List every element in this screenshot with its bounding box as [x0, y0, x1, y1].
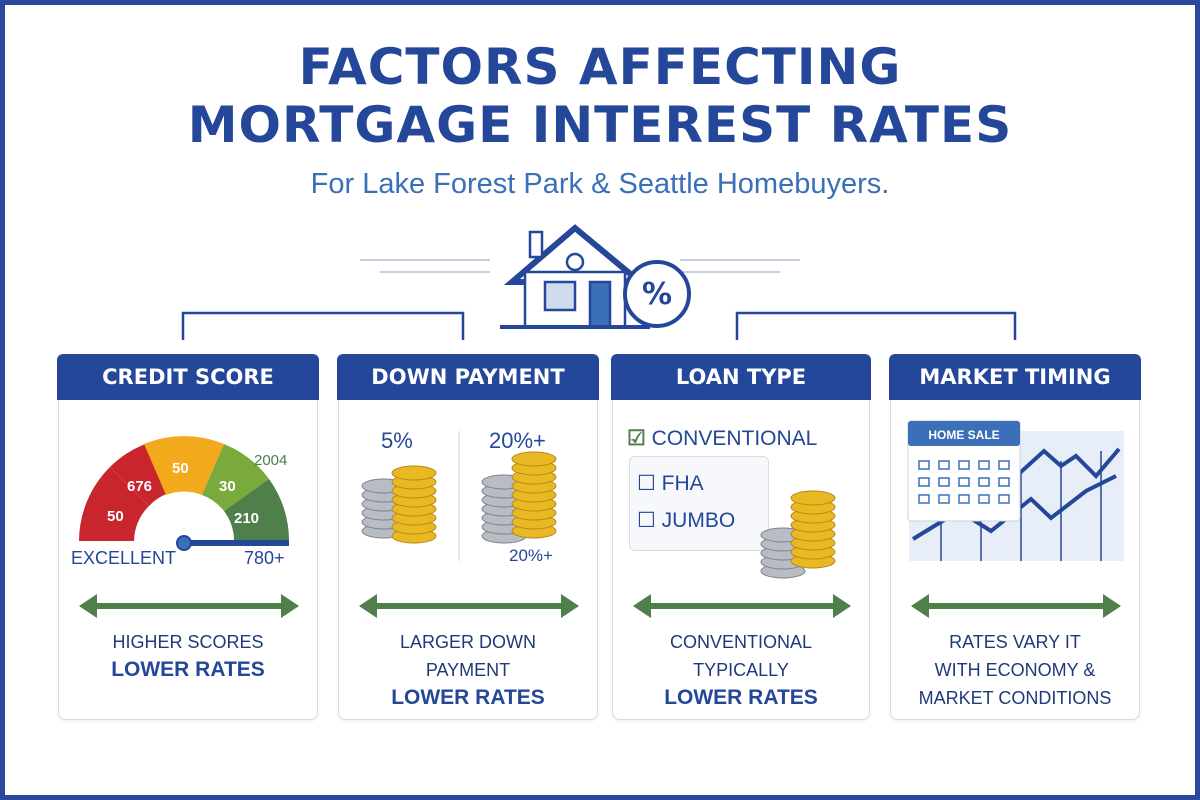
- down-payment-note: 20%+: [509, 546, 553, 565]
- card-description: CONVENTIONAL TYPICALLY LOWER RATES: [613, 628, 869, 712]
- gauge-label: 30: [219, 478, 236, 495]
- checked-checkbox-icon: ☑: [627, 427, 652, 450]
- market-chart-icon: HOME SALE: [907, 420, 1124, 561]
- double-arrow-icon: [633, 594, 851, 618]
- calendar-day: [918, 494, 930, 504]
- calendar-label: HOME SALE: [928, 428, 999, 442]
- coin-stacks-icon: [361, 431, 557, 561]
- calendar-day: [998, 460, 1010, 470]
- card-title: CREDIT SCORE: [57, 354, 319, 400]
- calendar-day: [918, 477, 930, 487]
- house-percent-icon: %: [181, 224, 1017, 340]
- card-description: RATES VARY IT WITH ECONOMY & MARKET CONDIT…: [891, 628, 1139, 712]
- coin: [511, 451, 557, 467]
- calendar-day: [958, 494, 970, 504]
- title-line-2: MORTGAGE INTEREST RATES: [187, 96, 1013, 154]
- gauge-label-left: EXCELLENT: [71, 548, 177, 568]
- down-payment-high: 20%+: [489, 428, 546, 453]
- description-emphasis: LOWER RATES: [111, 658, 265, 681]
- title-line-1: FACTORS AFFECTING: [298, 38, 902, 96]
- description-line: MARKET CONDITIONS: [918, 688, 1112, 708]
- calendar-day: [958, 477, 970, 487]
- gauge-label: 50: [107, 508, 124, 525]
- coin: [790, 490, 836, 506]
- card-title: DOWN PAYMENT: [337, 354, 599, 400]
- calendar-day: [938, 460, 950, 470]
- description-line: HIGHER SCORES: [112, 632, 264, 652]
- description-line: LARGER DOWN: [399, 632, 536, 652]
- gauge-label: 50: [172, 460, 189, 477]
- calendar-day: [978, 460, 990, 470]
- description-line: WITH ECONOMY &: [934, 660, 1096, 680]
- double-arrow-icon: [79, 594, 299, 618]
- double-arrow-icon: [359, 594, 579, 618]
- checkbox-icon: ☐: [637, 472, 662, 495]
- coin: [391, 465, 437, 481]
- calendar-day: [978, 494, 990, 504]
- calendar-day: [938, 477, 950, 487]
- loan-options-panel: [629, 456, 769, 551]
- card-title: LOAN TYPE: [611, 354, 871, 400]
- gauge-label: 676: [127, 478, 152, 495]
- coin-stacks-icon: [760, 490, 836, 579]
- calendar-day: [938, 494, 950, 504]
- option-label: CONVENTIONAL: [651, 427, 818, 450]
- loan-option-jumbo[interactable]: ☐ JUMBO: [637, 508, 735, 533]
- gauge-label: 2004: [254, 452, 287, 469]
- subtitle: For Lake Forest Park & Seattle Homebuyer…: [310, 168, 890, 200]
- loan-option-fha[interactable]: ☐ FHA: [637, 471, 704, 496]
- loan-option-conventional[interactable]: ☑ CONVENTIONAL: [627, 426, 817, 451]
- description-line: TYPICALLY: [693, 660, 789, 680]
- option-label: FHA: [661, 472, 704, 495]
- card-credit-score: CREDIT SCORE 50 676 50 30 210 2004 EXCEL…: [57, 354, 319, 720]
- calendar-day: [998, 477, 1010, 487]
- description-emphasis: LOWER RATES: [664, 686, 818, 709]
- description-emphasis: LOWER RATES: [391, 686, 545, 709]
- card-description: HIGHER SCORES LOWER RATES: [59, 628, 317, 684]
- checkbox-icon: ☐: [637, 509, 662, 532]
- card-market-timing: MARKET TIMING HOME SALE RATES VARY IT WIT…: [889, 354, 1141, 720]
- calendar-day: [978, 477, 990, 487]
- card-title: MARKET TIMING: [889, 354, 1141, 400]
- option-label: JUMBO: [661, 509, 736, 532]
- svg-text:%: %: [642, 277, 672, 312]
- gauge-label: 210: [234, 510, 259, 527]
- credit-gauge: 50 676 50 30 210 2004: [79, 436, 290, 551]
- calendar-day: [998, 494, 1010, 504]
- gauge-label-right: 780+: [244, 548, 285, 568]
- calendar-day: [918, 460, 930, 470]
- down-payment-low: 5%: [381, 428, 413, 453]
- calendar-day: [958, 460, 970, 470]
- description-line: RATES VARY IT: [949, 632, 1081, 652]
- card-loan-type: LOAN TYPE ☑ CONVENTIONAL ☐ FHA ☐ JUMBO C…: [611, 354, 871, 720]
- description-line: PAYMENT: [425, 660, 511, 680]
- double-arrow-icon: [911, 594, 1121, 618]
- card-description: LARGER DOWN PAYMENT LOWER RATES: [339, 628, 597, 712]
- card-down-payment: DOWN PAYMENT 5% 20%+ 20%+ LARGER DOWN PAY…: [337, 354, 599, 720]
- description-line: CONVENTIONAL: [669, 632, 813, 652]
